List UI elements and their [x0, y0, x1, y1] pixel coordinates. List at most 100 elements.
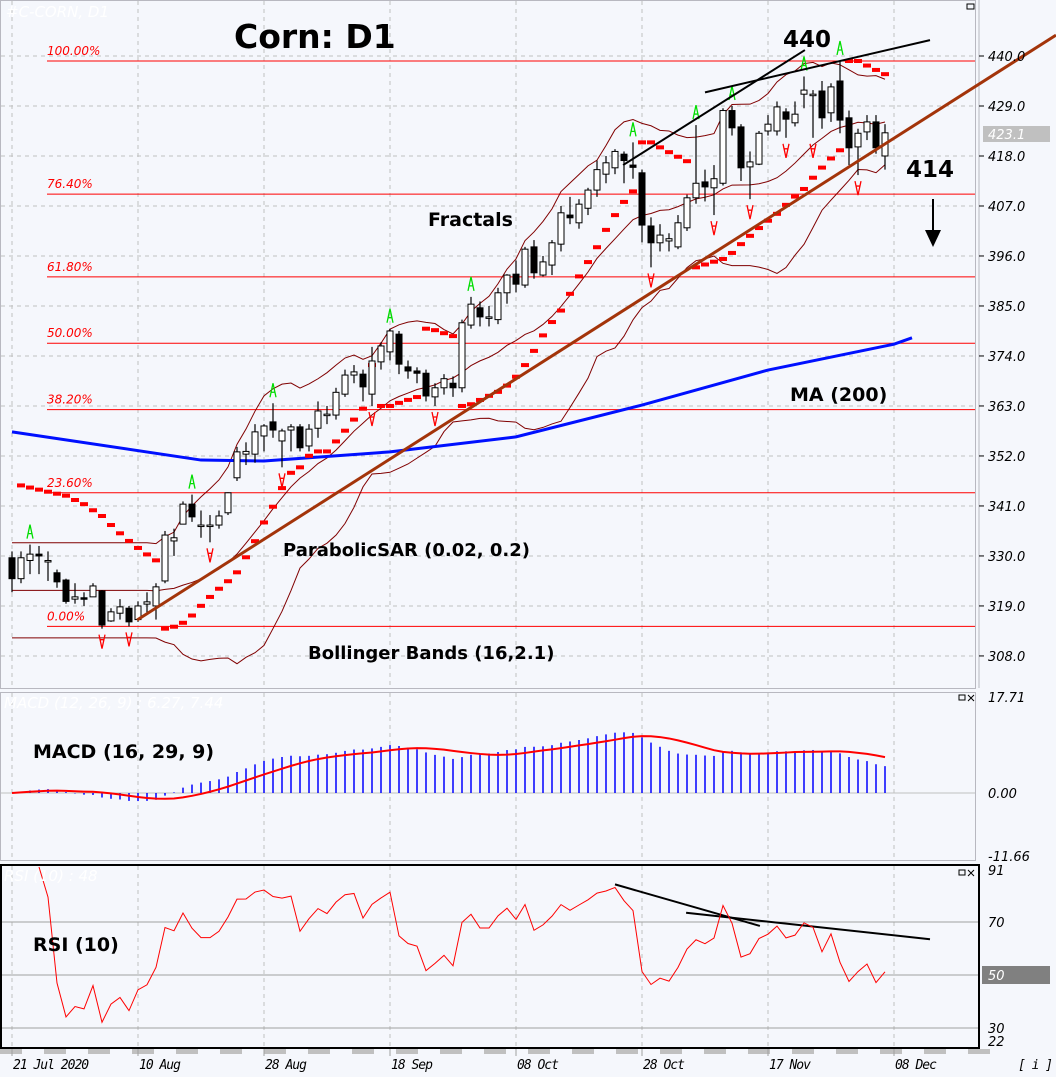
fractal-down-icon — [368, 411, 376, 427]
moving-average-200 — [11, 336, 913, 463]
sar-point — [116, 531, 124, 536]
sar-point — [611, 213, 619, 218]
sar-point — [539, 333, 547, 338]
candle-bearish — [728, 110, 736, 129]
sar-point — [584, 260, 592, 265]
date-axis-band — [660, 1049, 682, 1054]
sar-point — [125, 538, 133, 543]
sar-point — [809, 175, 817, 180]
fractal-down-icon — [854, 180, 862, 196]
trendline — [136, 33, 1056, 622]
price-tick-label: 308.0 — [988, 650, 1025, 665]
sar-point — [287, 470, 295, 475]
sar-point — [836, 148, 844, 153]
sar-point — [719, 256, 727, 261]
sar-point — [395, 400, 403, 405]
date-axis-band — [176, 1049, 198, 1054]
current-price-box — [983, 126, 1050, 142]
candle-bearish — [395, 333, 403, 365]
sar-point — [251, 539, 259, 544]
candle-bullish — [494, 292, 502, 321]
rsi-pane — [0, 864, 980, 1049]
candle-bullish — [71, 596, 79, 600]
date-axis-band — [440, 1049, 462, 1054]
candle-bearish — [737, 126, 745, 169]
sar-point — [791, 194, 799, 199]
date-axis-band — [792, 1049, 814, 1054]
candle-bearish — [872, 121, 880, 149]
candle-bearish — [620, 153, 628, 162]
sar-point — [701, 262, 709, 267]
sar-point — [881, 72, 889, 77]
sar-point — [197, 603, 205, 608]
date-axis-band — [616, 1049, 638, 1054]
date-label: 08 Oct — [517, 1058, 559, 1073]
candle-bearish — [647, 225, 655, 244]
close-icon[interactable] — [967, 694, 975, 702]
macd-tick-label: -11.66 — [988, 850, 1030, 865]
candle-bearish — [638, 172, 646, 226]
maximize-icon[interactable] — [958, 694, 966, 701]
candle-bullish — [323, 413, 331, 417]
date-axis-band — [484, 1049, 506, 1054]
fib-label: 38.20% — [47, 393, 93, 407]
candle-bullish — [89, 585, 97, 598]
rsi-pane-controls[interactable] — [958, 869, 975, 877]
rsi-label: RSI (10) — [33, 934, 119, 956]
sar-point — [566, 291, 574, 296]
date-axis-band — [880, 1049, 902, 1054]
candle-bearish — [629, 164, 637, 168]
sar-point — [755, 226, 763, 231]
sar-point — [152, 558, 160, 563]
rsi-line — [38, 866, 886, 1024]
sar-point — [71, 498, 79, 503]
candle-bullish — [521, 248, 529, 286]
close-icon[interactable] — [967, 869, 975, 877]
macd-indicator — [11, 732, 886, 802]
date-label: 21 Jul 2020 — [13, 1058, 89, 1073]
candle-bearish — [188, 503, 196, 518]
sar-point — [62, 493, 70, 498]
price-tick-label: 363.0 — [988, 400, 1025, 415]
candle-bearish — [269, 421, 277, 431]
candle-bullish — [800, 89, 808, 95]
date-axis-band — [308, 1049, 330, 1054]
fractal-up-icon — [800, 56, 808, 71]
candle-bearish — [62, 579, 70, 602]
maximize-icon[interactable] — [958, 869, 966, 876]
fractals — [26, 40, 862, 649]
trendline — [622, 49, 806, 166]
candle-bullish — [710, 178, 718, 189]
candle-bullish — [314, 410, 322, 429]
sar-point — [323, 449, 331, 454]
candle-bullish — [548, 242, 556, 266]
sar-point — [863, 63, 871, 68]
fractal-down-icon — [746, 205, 754, 220]
sar-point — [341, 428, 349, 433]
level-414-label: 414 — [906, 157, 954, 183]
price-tick-label: 330.0 — [988, 550, 1025, 565]
date-axis-band — [44, 1049, 66, 1054]
candle-bullish — [224, 492, 232, 514]
candle-bearish — [818, 90, 826, 119]
sar-point — [134, 545, 142, 550]
rsi-tick-label: 30 — [988, 1022, 1005, 1037]
macd-pane-controls[interactable] — [958, 694, 975, 702]
trendline — [685, 911, 931, 941]
maximize-price-pane-icon[interactable] — [966, 3, 975, 10]
sar-point — [737, 242, 745, 247]
info-button[interactable]: [ i ] — [1018, 1058, 1053, 1073]
date-label: 18 Sep — [391, 1058, 433, 1073]
sar-point — [728, 250, 736, 255]
date-axis-band — [220, 1049, 242, 1054]
sar-point — [746, 233, 754, 238]
fractal-up-icon — [467, 276, 475, 292]
date-axis-band — [572, 1049, 594, 1054]
bollinger-label: Bollinger Bands (16,2.1) — [308, 643, 554, 664]
macd-pane — [0, 692, 976, 861]
sar-point — [449, 334, 457, 339]
candle-bullish — [602, 162, 610, 175]
fractal-up-icon — [269, 383, 277, 398]
price-tick-label: 385.0 — [988, 300, 1025, 315]
